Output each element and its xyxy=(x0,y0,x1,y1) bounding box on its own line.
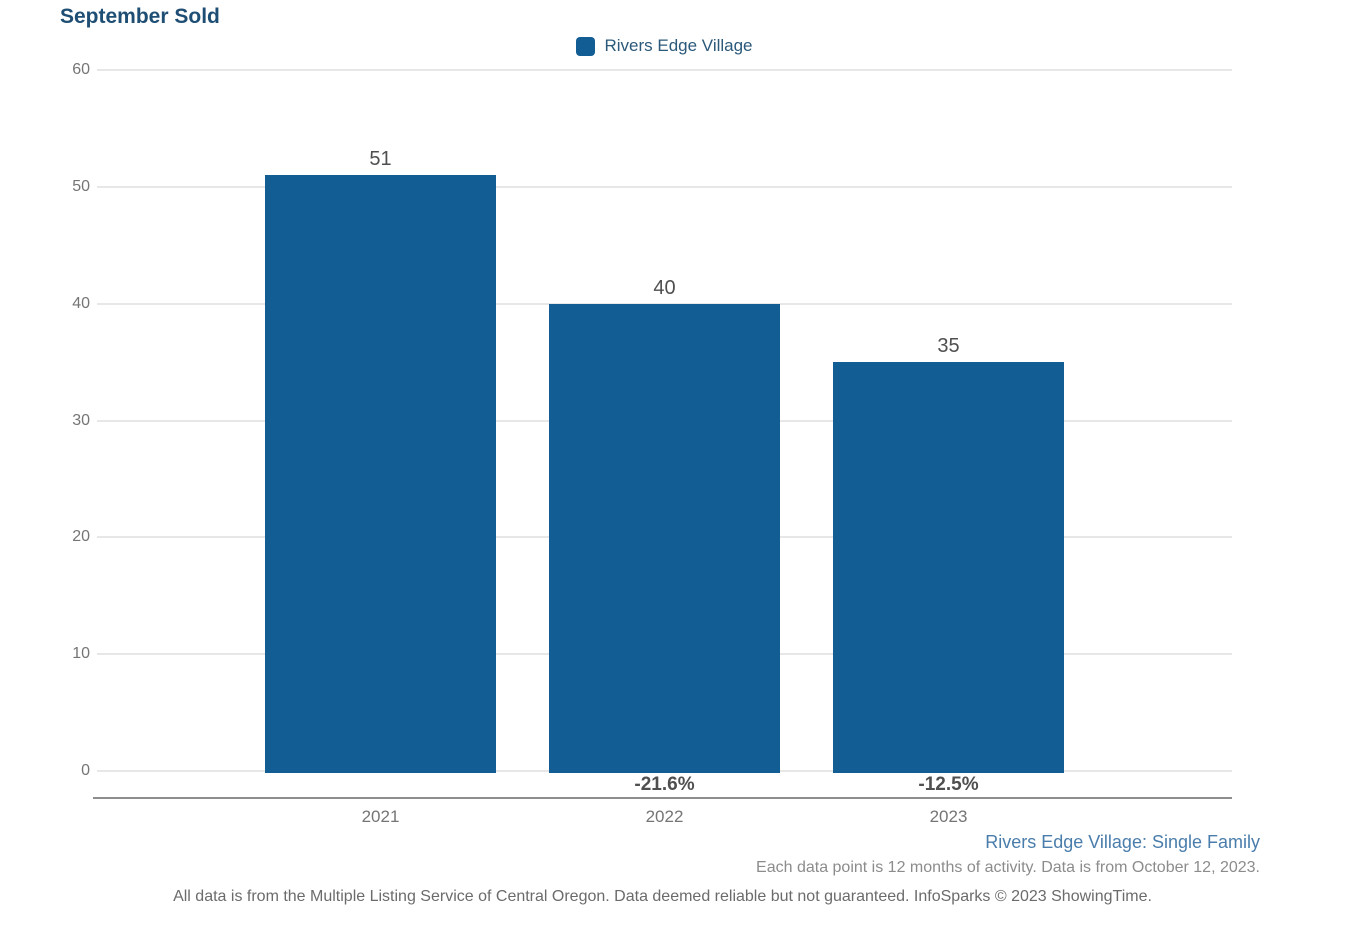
gridline-y-50 xyxy=(97,186,1232,188)
legend: Rivers Edge Village xyxy=(97,36,1232,56)
legend-label: Rivers Edge Village xyxy=(604,36,753,55)
y-tick-label-10: 10 xyxy=(72,645,90,662)
y-tick-label-60: 60 xyxy=(72,61,90,78)
x-tick-label-2022: 2022 xyxy=(645,807,684,826)
y-tick-label-40: 40 xyxy=(72,295,90,312)
y-tick-label-30: 30 xyxy=(72,412,90,429)
data-note: Each data point is 12 months of activity… xyxy=(756,859,1260,876)
bar-2021[interactable] xyxy=(265,175,496,773)
gridline-y-60 xyxy=(97,69,1232,71)
y-tick-label-0: 0 xyxy=(81,762,90,779)
x-axis-line xyxy=(93,797,1232,799)
bar-value-label-2021: 51 xyxy=(369,148,392,170)
x-tick-label-2021: 2021 xyxy=(361,807,400,826)
x-tick-label-2023: 2023 xyxy=(929,807,968,826)
pct-change-label-2022: -21.6% xyxy=(634,774,695,795)
chart-title: September Sold xyxy=(60,5,220,28)
pct-change-label-2023: -12.5% xyxy=(918,774,979,795)
legend-swatch-icon xyxy=(576,36,596,56)
bar-2022[interactable] xyxy=(549,304,780,773)
bar-value-label-2023: 35 xyxy=(937,335,960,357)
legend-item-rivers-edge-village[interactable]: Rivers Edge Village xyxy=(576,36,753,56)
y-tick-label-20: 20 xyxy=(72,528,90,545)
bar-value-label-2022: 40 xyxy=(653,277,676,299)
disclaimer: All data is from the Multiple Listing Se… xyxy=(173,888,1152,905)
y-tick-label-50: 50 xyxy=(72,178,90,195)
bar-2023[interactable] xyxy=(833,362,1064,773)
series-scope-label: Rivers Edge Village: Single Family xyxy=(985,832,1260,852)
